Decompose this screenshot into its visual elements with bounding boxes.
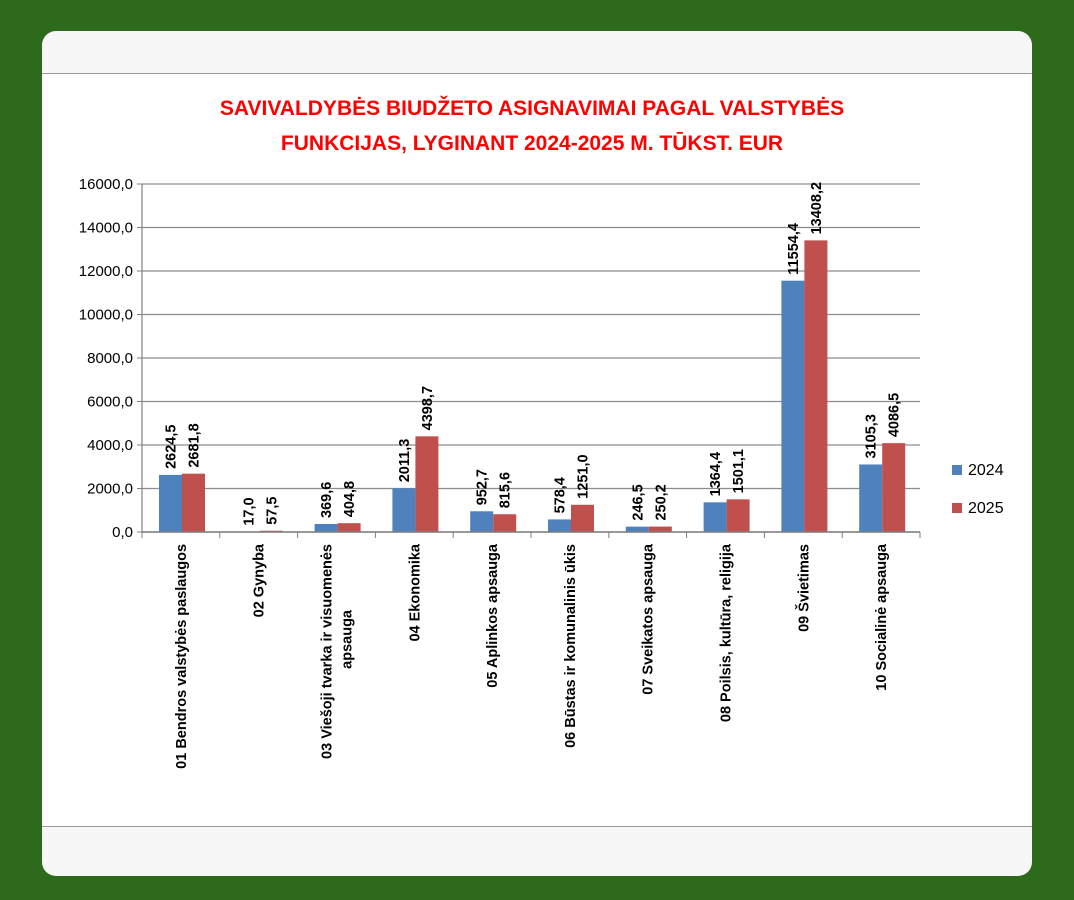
category-label: 09 Švietimas: [794, 544, 812, 632]
chart-title-line-1: SAVIVALDYBĖS BIUDŽETO ASIGNAVIMAI PAGAL …: [220, 96, 844, 120]
y-tick-label: 16000,0: [79, 176, 133, 193]
bar: [548, 519, 571, 532]
bar: [415, 436, 439, 532]
y-tick-label: 2000,0: [87, 481, 133, 498]
bar: [392, 488, 416, 532]
category-label: 04 Ekonomika: [407, 543, 423, 641]
category-label: 01 Bendros valstybės paslaugos: [174, 544, 190, 769]
data-label: 815,6: [498, 472, 514, 508]
data-label: 4398,7: [420, 386, 436, 430]
data-label: 1501,1: [731, 449, 747, 493]
data-label: 57,5: [264, 497, 280, 525]
data-label: 2624,5: [164, 425, 180, 469]
data-labels: 2624,5 2681,8 17,0 57,5 369,6 404,8 2011,3 4398…: [164, 182, 903, 526]
data-label: 1251,0: [576, 454, 592, 498]
data-label: 2011,3: [397, 439, 413, 483]
bar: [703, 502, 727, 532]
bar: [159, 474, 182, 532]
category-label: 03 Viešoji tvarka ir visuomenės: [320, 544, 336, 759]
category-label: 07 Sveikatos apsauga: [641, 543, 657, 695]
y-tick-label: 4000,0: [87, 437, 133, 454]
data-label: 13408,2: [809, 182, 825, 234]
bar: [337, 523, 361, 532]
category-label: 06 Būstas ir komunalinis ūkis: [563, 544, 579, 748]
legend-label: 2025: [968, 500, 1004, 517]
chart-frame: [42, 73, 1032, 827]
bar: [314, 523, 338, 532]
bar: [625, 526, 649, 532]
y-tick-label: 10000,0: [79, 307, 133, 324]
x-axis: 01 Bendros valstybės paslaugos 02 Gynyba 0…: [141, 531, 921, 769]
data-label: 3105,3: [864, 414, 880, 458]
data-label: 17,0: [241, 497, 257, 525]
bar: [182, 473, 205, 532]
category-label: apsauga: [340, 609, 356, 669]
legend: 2024 2025: [952, 462, 1004, 517]
bar: [470, 511, 494, 532]
y-axis: 0,0 2000,0 4000,0 6000,0 8000,0 10000,0 12000,…: [79, 176, 143, 541]
category-label: 02 Gynyba: [252, 543, 268, 617]
legend-swatch: [952, 465, 962, 475]
legend-swatch: [952, 503, 962, 513]
bar: [781, 280, 805, 532]
data-label: 404,8: [342, 481, 358, 517]
chart-title-line-2: FUNKCIJAS, LYGINANT 2024-2025 M. TŪKST. …: [281, 132, 783, 155]
y-tick-label: 0,0: [112, 524, 133, 541]
category-label: 08 Poilsis, kultūra, religija: [719, 543, 735, 722]
data-label: 578,4: [553, 477, 569, 513]
bar: [648, 526, 672, 532]
bars: [159, 240, 906, 532]
data-label: 250,2: [653, 484, 669, 520]
data-label: 246,5: [630, 484, 646, 520]
bar: [571, 504, 594, 532]
y-tick-label: 8000,0: [87, 350, 133, 367]
data-label: 4086,5: [887, 393, 903, 437]
data-label: 1364,4: [708, 452, 724, 496]
category-label: 05 Aplinkos apsauga: [485, 543, 501, 688]
bar: [882, 443, 906, 532]
legend-label: 2024: [968, 462, 1004, 479]
y-tick-label: 14000,0: [79, 220, 133, 237]
y-tick-label: 12000,0: [79, 263, 133, 280]
bar: [859, 464, 883, 532]
category-label: 10 Socialinė apsauga: [874, 543, 890, 691]
data-label: 2681,8: [187, 423, 203, 467]
data-label: 952,7: [475, 469, 491, 505]
bar: [726, 499, 750, 532]
data-label: 11554,4: [786, 223, 802, 275]
bar: [804, 240, 828, 532]
bar: [493, 514, 517, 532]
data-label: 369,6: [319, 482, 335, 518]
y-tick-label: 6000,0: [87, 394, 133, 411]
